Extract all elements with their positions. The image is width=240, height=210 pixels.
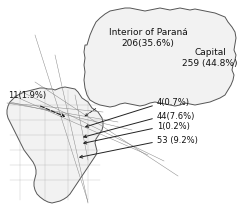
Text: Capital
259 (44.8%): Capital 259 (44.8%) — [182, 48, 238, 68]
Text: 44(7.6%): 44(7.6%) — [157, 112, 195, 121]
Text: 11(1.9%): 11(1.9%) — [8, 91, 46, 100]
Text: 1(0.2%): 1(0.2%) — [157, 122, 190, 131]
Text: 53 (9.2%): 53 (9.2%) — [157, 135, 198, 144]
Text: Interior of Paraná
206(35.6%): Interior of Paraná 206(35.6%) — [109, 28, 187, 48]
Polygon shape — [84, 8, 236, 107]
Polygon shape — [7, 87, 103, 203]
Text: 4(0.7%): 4(0.7%) — [157, 97, 190, 106]
